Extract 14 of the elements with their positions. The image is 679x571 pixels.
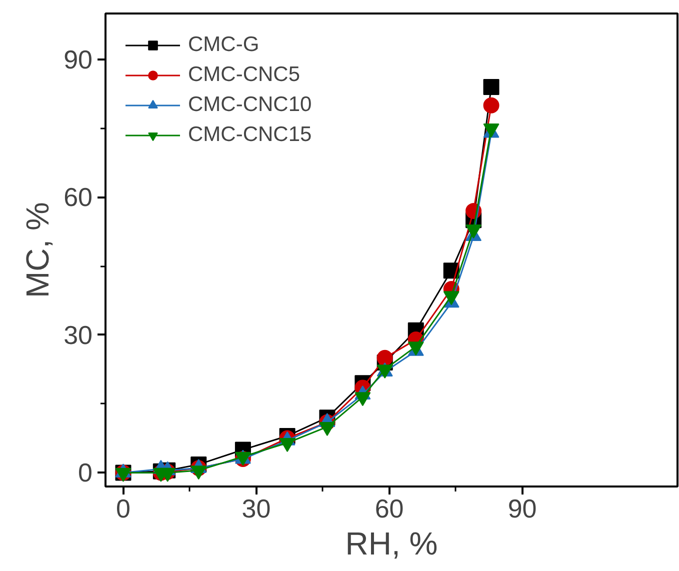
legend-label: CMC-G (188, 33, 260, 57)
legend-label: CMC-CNC5 (188, 63, 300, 87)
y-tick-label: 0 (78, 458, 93, 488)
x-tick-label: 30 (242, 494, 271, 524)
x-tick-label: 60 (374, 494, 404, 524)
y-tick-label: 30 (64, 320, 92, 350)
x-axis-title: RH, % (345, 526, 438, 562)
legend-label: CMC-CNC10 (188, 93, 312, 117)
x-tick-label: 90 (508, 494, 537, 524)
y-tick-label: 60 (64, 182, 92, 212)
y-axis-title: MC, % (20, 202, 56, 298)
x-tick-label: 0 (116, 494, 130, 524)
legend-label: CMC-CNC15 (188, 123, 312, 147)
y-tick-label: 90 (64, 44, 92, 74)
